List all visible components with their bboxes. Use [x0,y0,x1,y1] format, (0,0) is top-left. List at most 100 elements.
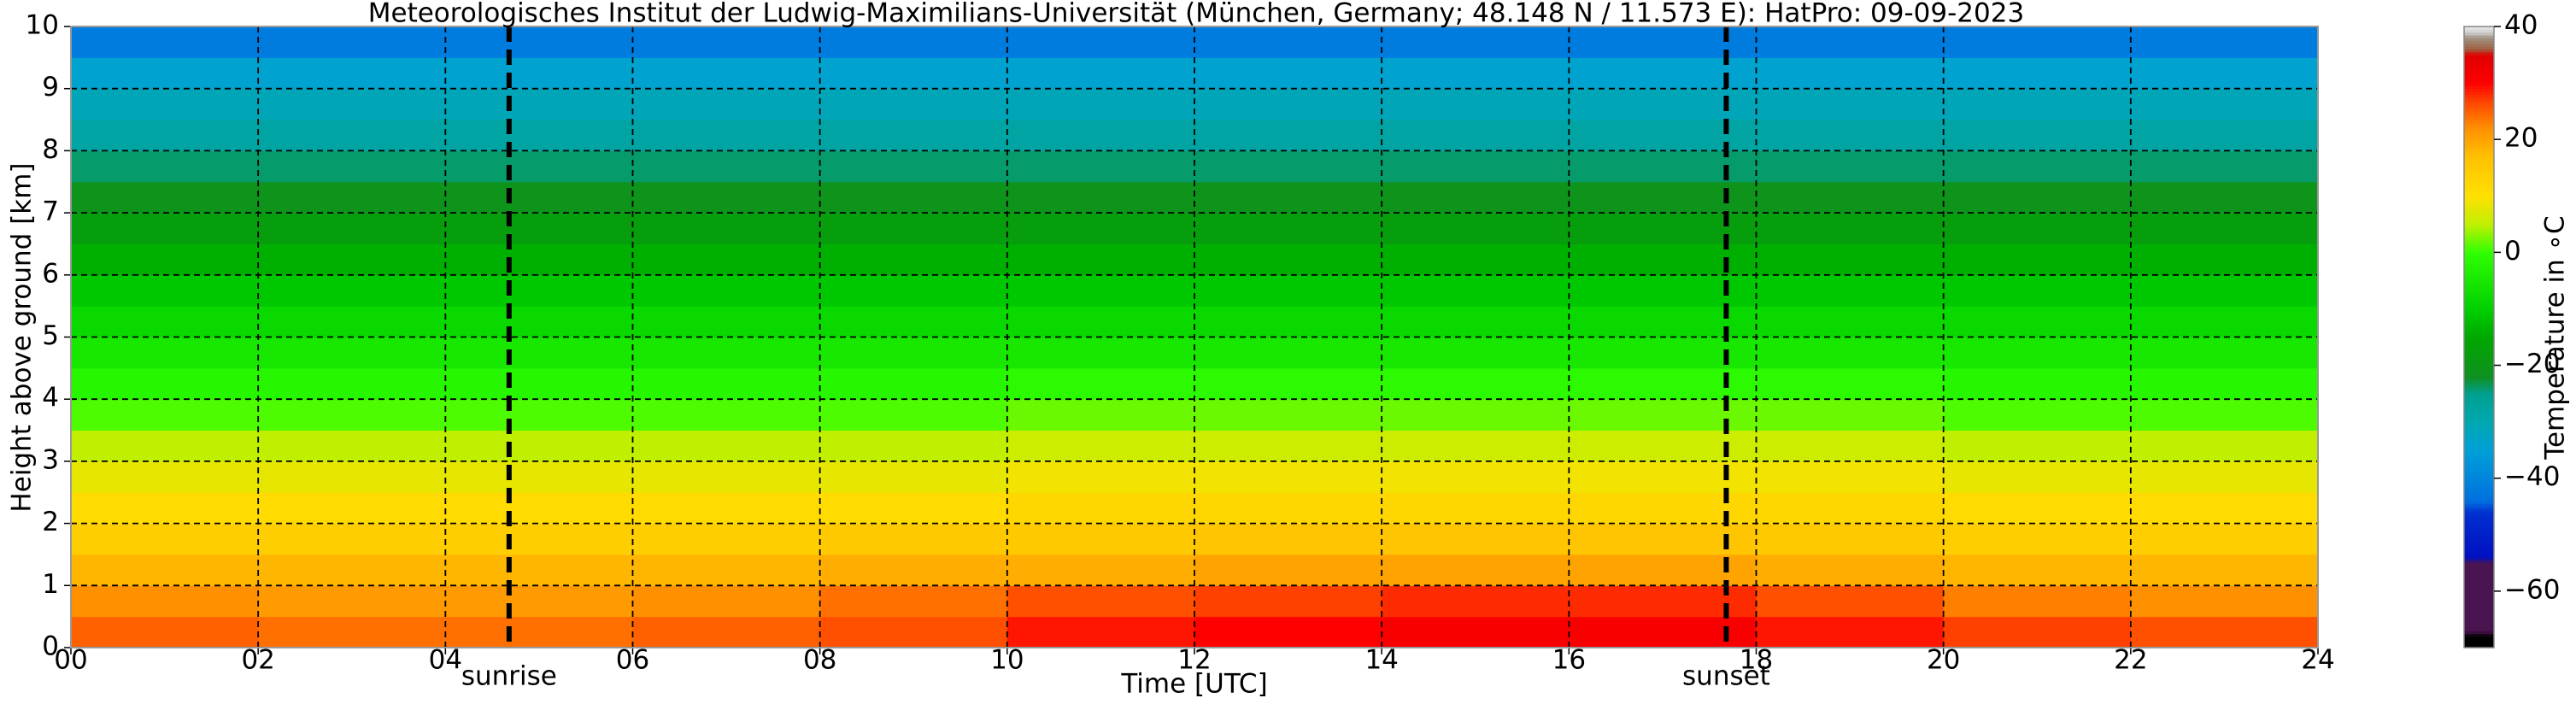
heatmap-cell [2130,367,2319,400]
heatmap-cell [258,585,446,618]
heatmap-cell [445,337,633,369]
colorbar-slice [2464,249,2494,253]
colorbar-slice [2464,579,2494,584]
colorbar-slice [2464,585,2494,590]
colorbar-slice [2464,631,2494,635]
heatmap-cell [632,150,821,183]
colorbar-slice [2464,150,2494,155]
colorbar-tick-label: 0 [2504,236,2521,267]
heatmap-cell [2130,399,2319,431]
colorbar-slice [2464,46,2494,50]
heatmap-cell [1382,306,1570,337]
colorbar-slice [2464,79,2494,84]
heatmap-cell [1194,150,1382,183]
heatmap-cell [1194,57,1382,90]
heatmap-cell [1194,26,1382,58]
heatmap-cell [1756,399,1945,431]
heatmap-cell [819,616,1008,648]
colorbar-slice [2464,218,2494,222]
heatmap-cell [819,213,1008,244]
heatmap-cell [1756,26,1945,58]
colorbar-slice [2464,430,2494,434]
heatmap-cell [1382,492,1570,525]
heatmap-cell [71,585,259,618]
heatmap-cell [1943,306,2132,337]
colorbar-slice [2464,266,2494,270]
colorbar-slice [2464,393,2494,397]
colorbar-slice [2464,190,2494,194]
heatmap-cell [2130,26,2319,58]
colorbar-slice [2464,605,2494,609]
colorbar-slice [2464,156,2494,160]
y-tick-label: 5 [42,320,59,351]
heatmap-cell [1756,181,1945,214]
heatmap-cell [1756,492,1945,525]
y-tick-label: 8 [42,134,59,165]
heatmap-cell [258,120,446,151]
heatmap-cell [2130,461,2319,493]
colorbar-slice [2464,616,2494,620]
colorbar-slice [2464,229,2494,233]
heatmap-cell [2130,430,2319,462]
colorbar-slice [2464,85,2494,90]
heatmap-cell [445,430,633,462]
heatmap-cell [1943,26,2132,58]
heatmap-cell [1194,243,1382,276]
heatmap-cell [1943,120,2132,151]
event-label: sunset [1682,661,1770,692]
heatmap-cell [632,554,821,586]
heatmap-cell [819,461,1008,493]
heatmap-cell [1943,399,2132,431]
heatmap-cell [1756,150,1945,183]
colorbar-slice [2464,529,2494,533]
y-tick-label: 4 [42,383,59,414]
heatmap-cell [2130,120,2319,151]
colorbar-slice [2464,51,2494,56]
colorbar-slice [2464,343,2494,347]
colorbar-slice [2464,334,2494,338]
colorbar-slice [2464,144,2494,149]
colorbar-slice [2464,458,2494,462]
heatmap-cell [445,492,633,525]
colorbar-slice [2464,607,2494,612]
heatmap-cell [1194,274,1382,307]
colorbar-slice [2464,127,2494,132]
heatmap-cell [1194,399,1382,431]
heatmap-cell [1006,492,1195,525]
heatmap-cell [1194,88,1382,120]
heatmap-cell [71,88,259,120]
colorbar-slice [2464,328,2494,332]
colorbar-slice [2464,83,2494,86]
heatmap-cell [1006,554,1195,586]
heatmap-cell [258,430,446,462]
heatmap-cell [1382,554,1570,586]
colorbar-slice [2464,243,2494,248]
colorbar-slice [2464,77,2494,81]
heatmap-cell [445,26,633,58]
heatmap-cell [258,150,446,183]
heatmap-cell [1194,492,1382,525]
colorbar-slice [2464,636,2494,640]
colorbar-slice [2464,367,2494,372]
heatmap-cell [1382,399,1570,431]
heatmap-cell [258,523,446,555]
heatmap-cell [1756,243,1945,276]
colorbar-slice [2464,38,2494,42]
colorbar-slice [2464,207,2494,211]
colorbar-slice [2464,410,2494,414]
heatmap-cell [1756,120,1945,151]
heatmap-cell [1194,430,1382,462]
heatmap-cell [1382,585,1570,618]
heatmap-cell [1382,120,1570,151]
colorbar-slice [2464,562,2494,566]
colorbar-slice [2464,176,2494,180]
heatmap-cell [445,243,633,276]
heatmap-cell [1006,306,1195,337]
colorbar-slice [2464,49,2494,53]
colorbar-slice [2464,286,2494,290]
heatmap-cell [258,367,446,400]
colorbar-slice [2464,627,2494,631]
colorbar-slice [2464,91,2494,95]
colorbar-slice [2464,441,2494,445]
heatmap-cell [258,399,446,431]
